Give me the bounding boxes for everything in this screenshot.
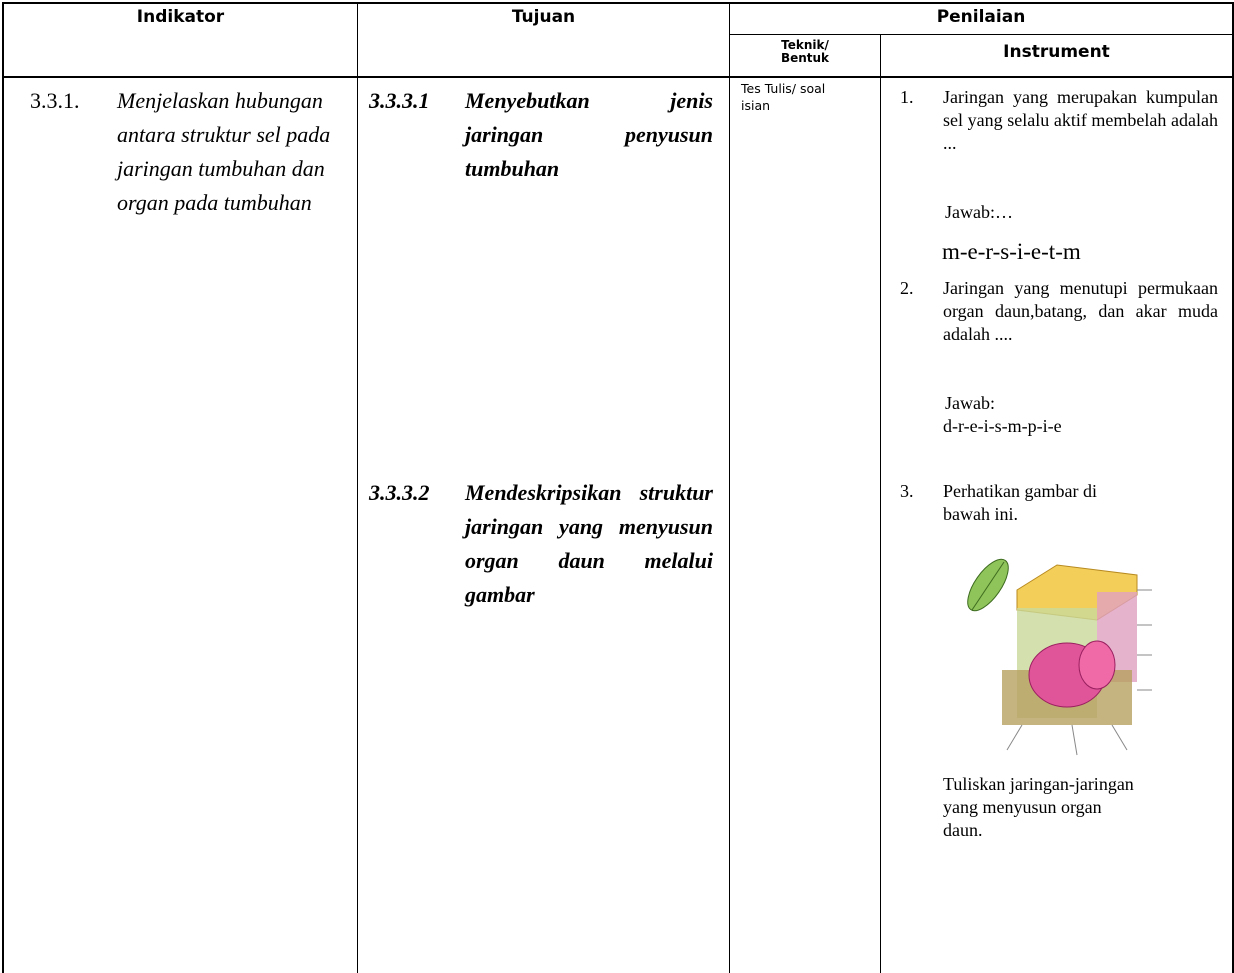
border bbox=[729, 34, 1233, 35]
header: Instrument bbox=[1003, 42, 1110, 62]
tujuan-number: 3.3.3.2 bbox=[369, 480, 430, 505]
border bbox=[357, 2, 358, 973]
answer: d-r-e-i-s-m-p-i-e bbox=[943, 416, 1062, 436]
teknik: Tes Tulis/ soal isian bbox=[741, 81, 826, 113]
answer-label: Jawab:… bbox=[945, 202, 1013, 222]
question-number: 3. bbox=[900, 481, 914, 501]
leaf-diagram bbox=[967, 558, 1152, 756]
border bbox=[729, 2, 730, 973]
indikator-text: Menjelaskan hubungan antara struktur sel… bbox=[117, 88, 331, 215]
answer-label: Jawab: bbox=[945, 393, 995, 413]
tujuan-text: Menyebutkan jenis jaringan penyusun tumb… bbox=[465, 88, 713, 181]
border bbox=[880, 34, 881, 973]
question-number: 1. bbox=[900, 87, 914, 107]
question-text: Perhatikan gambar di bawah ini. bbox=[943, 481, 1097, 524]
header: Tujuan bbox=[511, 7, 576, 27]
header: Indikator bbox=[136, 7, 225, 27]
border bbox=[2, 76, 1233, 78]
border bbox=[1232, 2, 1234, 973]
question-instruction: Tuliskan jaringan-jaringan yang menyusun… bbox=[943, 774, 1134, 840]
indikator-number: 3.3.1. bbox=[30, 88, 80, 113]
answer: m-e-r-s-i-e-t-m bbox=[942, 239, 1081, 264]
tujuan-text: Mendeskripsikan struktur jaringan yang m… bbox=[465, 480, 713, 607]
header: Teknik/ Bentuk bbox=[780, 38, 830, 65]
question-text: Jaringan yang merupakan kumpulan sel yan… bbox=[943, 87, 1218, 153]
border bbox=[2, 2, 1233, 4]
tujuan-number: 3.3.3.1 bbox=[369, 88, 430, 113]
header: Penilaian bbox=[936, 7, 1026, 27]
question-text: Jaringan yang menutupi permukaan organ d… bbox=[943, 278, 1218, 344]
border bbox=[2, 2, 4, 973]
question-number: 2. bbox=[900, 278, 914, 298]
